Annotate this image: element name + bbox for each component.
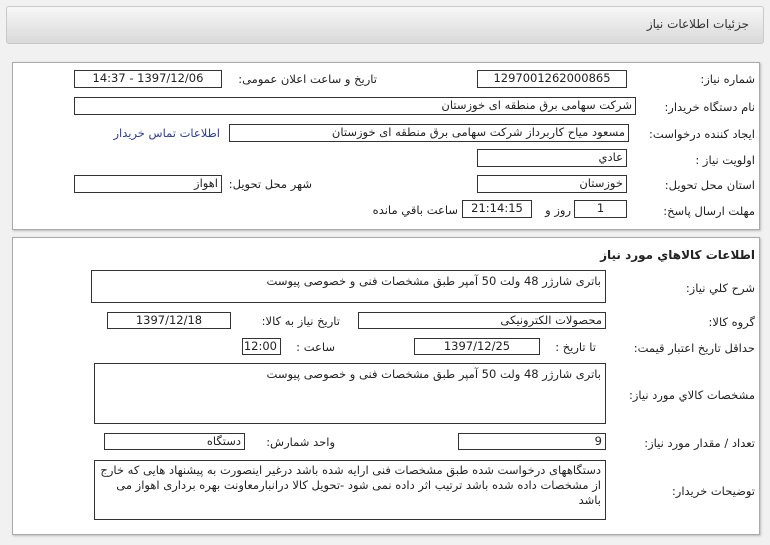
qty-label: تعداد / مقدار مورد نیاز:	[644, 436, 755, 450]
to-date-label: تا تاریخ :	[555, 340, 596, 354]
creator-label: ایجاد کننده درخواست:	[649, 127, 755, 141]
deadline-label: مهلت ارسال پاسخ:	[663, 204, 755, 218]
group-field[interactable]: محصولات الکترونیکی	[358, 312, 606, 329]
days-suffix: روز و	[545, 203, 571, 217]
hour-field[interactable]: 12:00	[242, 338, 281, 355]
notes-field[interactable]: دستگاههای درخواست شده طبق مشخصات فنی ارا…	[94, 460, 606, 520]
province-field[interactable]: خوزستان	[477, 175, 627, 193]
to-date-field[interactable]: 1397/12/25	[414, 338, 540, 355]
priority-label: اولویت نیاز :	[695, 153, 755, 167]
unit-field[interactable]: دستگاه	[104, 433, 245, 450]
need-date-label: تاریخ نیاز به کالا:	[261, 314, 340, 328]
time-left-field[interactable]: 21:14:15	[462, 200, 532, 218]
page-header: جزئیات اطلاعات نیاز	[6, 6, 764, 44]
group-label: گروه كالا:	[708, 315, 755, 329]
desc-field[interactable]: باتری شارژر 48 ولت 50 آمپر طبق مشخصات فن…	[91, 270, 606, 303]
desc-label: شرح كلي نياز:	[685, 281, 755, 295]
city-field[interactable]: اهواز	[74, 175, 222, 193]
buyer-field[interactable]: شرکت سهامی برق منطقه ای خوزستان	[74, 97, 636, 115]
announce-field[interactable]: 1397/12/06 - 14:37	[74, 70, 222, 88]
need-number-label: شماره نیاز:	[700, 72, 755, 86]
qty-field[interactable]: 9	[458, 433, 606, 450]
spec-label: مشخصات كالاي مورد نياز:	[628, 388, 755, 402]
announce-label: تاریخ و ساعت اعلان عمومی:	[238, 72, 377, 86]
unit-label: واحد شمارش:	[266, 435, 335, 449]
priority-field[interactable]: عادي	[477, 149, 627, 167]
creator-field[interactable]: مسعود میاح کاربرداز شرکت سهامی برق منطقه…	[229, 124, 629, 142]
days-field[interactable]: 1	[574, 200, 627, 218]
notes-label: توضیحات خریدار:	[671, 484, 755, 498]
spec-field[interactable]: باتری شارژر 48 ولت 50 آمپر طبق مشخصات فن…	[94, 363, 606, 424]
time-suffix: ساعت باقي مانده	[372, 203, 458, 217]
goods-title: اطلاعات كالاهاي مورد نياز	[600, 248, 755, 262]
need-number-field[interactable]: 1297001262000865	[477, 70, 627, 88]
need-date-field[interactable]: 1397/12/18	[107, 312, 231, 329]
need-info-panel	[12, 62, 760, 230]
city-label: شهر محل تحویل:	[228, 177, 312, 191]
province-label: استان محل تحویل:	[664, 178, 755, 192]
buyer-contact-link[interactable]: اطلاعات تماس خریدار	[113, 126, 220, 140]
page-title: جزئیات اطلاعات نیاز	[646, 17, 749, 31]
buyer-label: نام دستگاه خریدار:	[664, 100, 755, 114]
hour-label: ساعت :	[296, 340, 335, 354]
validity-label: حداقل تاریخ اعتبار قیمت:	[633, 341, 755, 355]
